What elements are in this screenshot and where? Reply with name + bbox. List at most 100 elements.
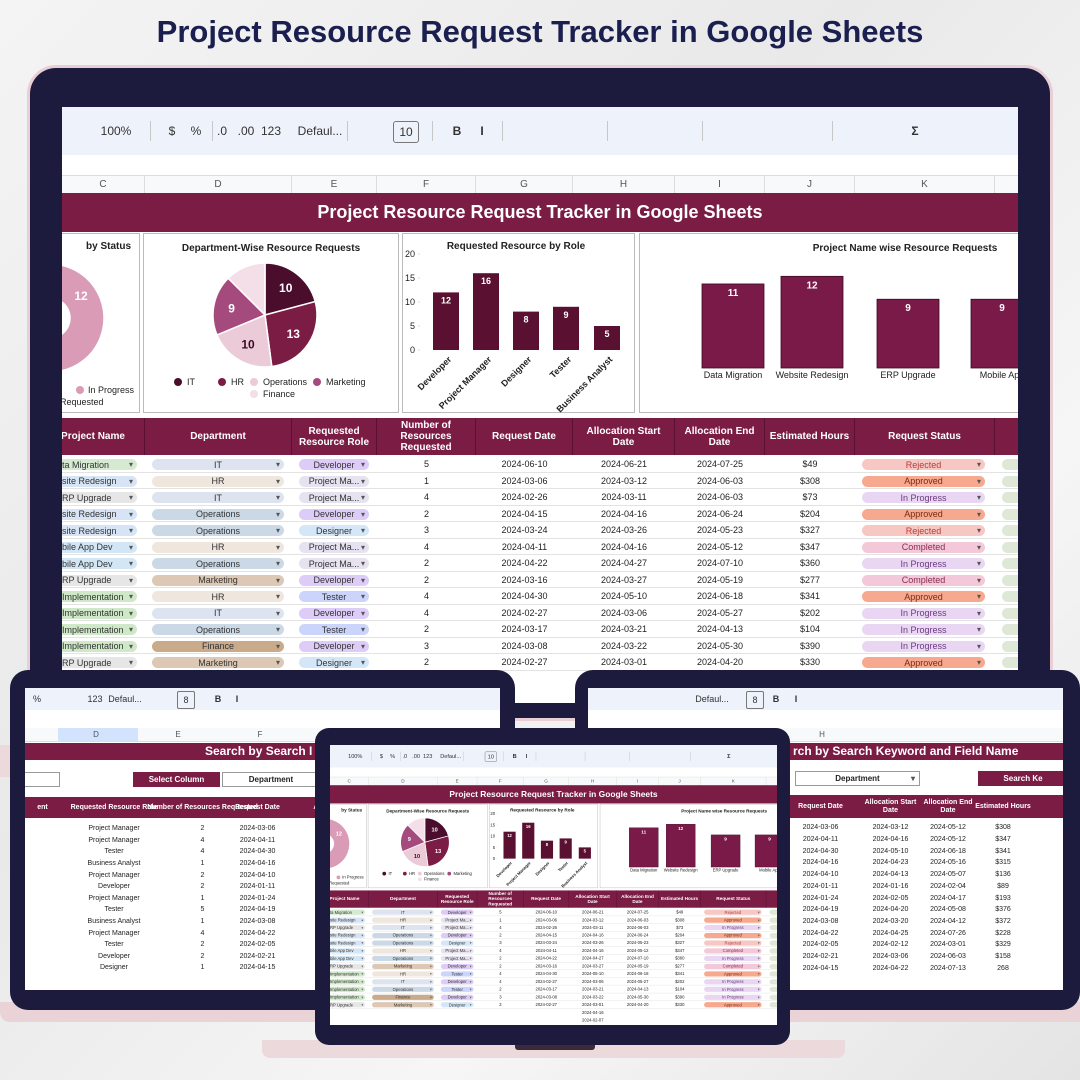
legend-label: In Progress [342, 875, 363, 880]
header-cell: Request Status [855, 418, 995, 455]
table-cell: Business Analyst [87, 918, 141, 926]
table-cell: 2024-03-12 [600, 475, 648, 486]
table-cell: 2 [499, 986, 502, 992]
row-line [62, 587, 1018, 588]
header-cell: Request Date [235, 803, 280, 811]
table-cell: $390 [799, 640, 821, 651]
bar [594, 326, 620, 350]
status-pill: Completed [862, 574, 985, 586]
status-pill: In Progress [704, 994, 762, 1000]
table-cell: 2024-05-07 [930, 871, 966, 879]
table-cell: 2024-03-01 [930, 941, 966, 949]
legend-label: Marketing [326, 377, 366, 387]
bar [503, 831, 516, 859]
toolbar-separator [832, 121, 833, 141]
bar [666, 823, 696, 868]
table-cell: 2024-03-27 [600, 574, 648, 585]
table-cell: 2 [200, 941, 205, 949]
table-cell: 2024-04-11 [535, 948, 557, 953]
y-tick-label: 20 [405, 249, 415, 259]
role-pill: Developer [440, 909, 474, 915]
table-cell: 4 [423, 591, 429, 602]
cut-pill [1002, 525, 1018, 536]
department-pill: Operations [152, 508, 284, 520]
column-letter: J [765, 176, 855, 193]
column-letter: H [819, 730, 825, 739]
column-letter: D [93, 730, 99, 739]
role-pill: Project Ma... [440, 955, 474, 962]
toolbar-item: Defaul... [440, 752, 461, 760]
header-cell: Number of Resources Requested [377, 418, 476, 455]
department-pill: Operations [152, 624, 284, 635]
toolbar-item: B [772, 694, 780, 704]
bar [876, 298, 940, 369]
toolbar-item: I [235, 694, 239, 704]
department-pill: HR [372, 971, 434, 977]
status-pill: Completed [704, 963, 762, 969]
chart-title: Requested Resource by Role [447, 241, 586, 252]
table-cell: 2024-05-30 [626, 994, 649, 1000]
table-cell: 2024-06-03 [626, 917, 649, 923]
legend-swatch [76, 386, 84, 394]
department-pill: HR [152, 475, 284, 487]
table-cell: 2024-01-16 [872, 882, 909, 890]
data-label: 9 [564, 840, 567, 845]
table-cell: 4 [499, 925, 502, 930]
data-label: 12 [507, 833, 512, 838]
project-pill: site Redesign [330, 940, 366, 946]
role-pill: Designer [299, 525, 369, 536]
table-cell: 2024-04-16 [582, 1010, 604, 1015]
table-cell: 2024-03-08 [802, 917, 839, 925]
data-label: 10 [431, 828, 437, 834]
header-cell: Estimated Hours [975, 802, 1031, 810]
legend-label: IT [187, 377, 196, 387]
department-pill: IT [152, 607, 284, 619]
legend-label: Operations [263, 377, 308, 387]
column-letter: F [257, 730, 263, 739]
toolbar-item: B [214, 694, 222, 704]
table-cell: Project Manager [88, 871, 140, 879]
table-cell: $228 [995, 929, 1011, 937]
table-cell: 2024-03-06 [501, 475, 548, 486]
table-cell: 1 [200, 894, 205, 902]
table-cell: $104 [799, 624, 821, 635]
status-pill: Approved [704, 917, 762, 923]
dashboard: 100% $% .0.00 123 Defaul... 10 B I Σ C D E F G H I J K Pro… [62, 107, 1018, 703]
monitor-screen: 100% $% .0.00 123 Defaul... 10 B I Σ C D E F G H I J K Pro… [62, 107, 1018, 703]
toolbar-item: .0 [216, 124, 227, 138]
table-cell: 2024-03-12 [582, 917, 604, 923]
department-pill: IT [372, 925, 434, 931]
table-cell: 2024-03-06 [802, 824, 839, 832]
department-pill: Marketing [152, 574, 284, 586]
table-cell: 2024-03-22 [600, 640, 648, 651]
project-pill: bile App Dev [62, 558, 137, 569]
table-cell: 2024-03-24 [501, 525, 548, 536]
column-letter: C [330, 777, 369, 786]
row-line [62, 504, 1018, 506]
column-letter: G [524, 777, 569, 786]
tablet-screen: 100% $% .0.00 123 Defaul... 10 B I Σ C D E F G H I J K Pro… [330, 745, 777, 1025]
select-value: Department [795, 771, 920, 786]
table-cell: 1 [499, 917, 502, 923]
chart-title: Requested Resource by Role [510, 807, 575, 812]
status-pill: Completed [704, 948, 762, 954]
table-cell: $330 [675, 1002, 685, 1007]
bar [553, 306, 579, 350]
legend-label: IT [388, 871, 392, 876]
department-pill: Operations [372, 932, 434, 938]
x-tick-label: Designer [534, 860, 550, 876]
table-cell: 2024-04-16 [582, 948, 604, 953]
table-cell: 2024-05-10 [600, 591, 648, 602]
data-label: 13 [435, 849, 441, 855]
department-pill: Marketing [152, 657, 284, 668]
cut-pill [1002, 508, 1018, 520]
pie-slice [264, 300, 318, 368]
department-pill: Finance [372, 994, 434, 1000]
department-pill: Operations [372, 986, 434, 992]
table-cell: $315 [995, 859, 1011, 867]
table-cell: 2024-04-16 [239, 860, 276, 868]
table-cell: 5 [200, 906, 205, 914]
project-pill: RP Upgrade [62, 492, 137, 503]
department-pill: HR [372, 917, 434, 923]
bar [578, 847, 591, 859]
